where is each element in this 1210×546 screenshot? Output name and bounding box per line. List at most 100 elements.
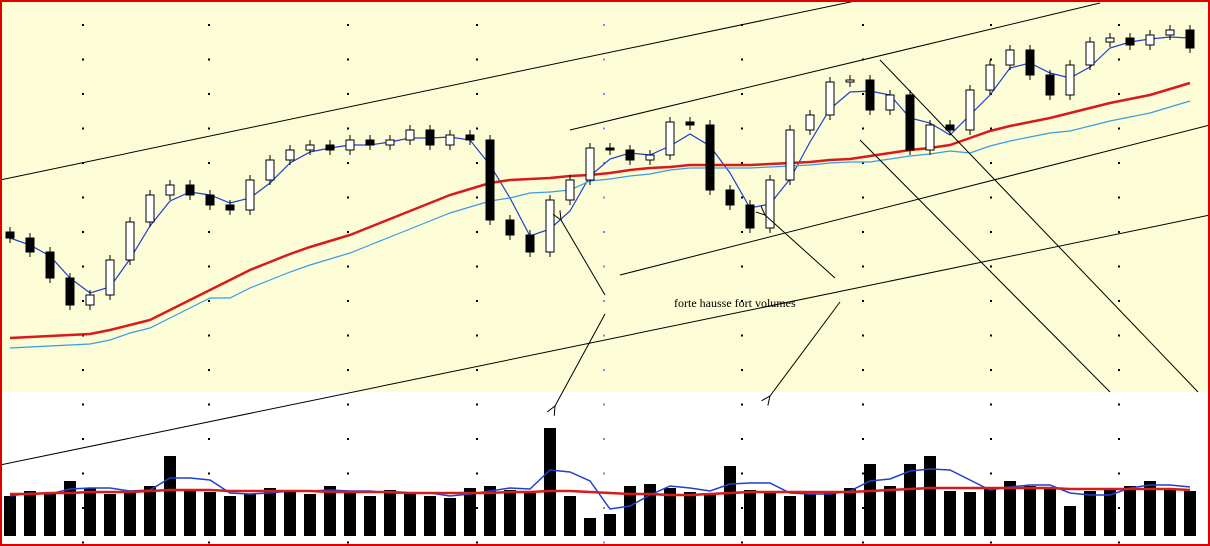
trend-line (859, 139, 1111, 393)
grid-dot (82, 127, 84, 130)
grid-dot (476, 507, 478, 509)
volume-bar (1164, 488, 1176, 536)
candle-body (485, 139, 495, 221)
candle-body (405, 129, 415, 141)
grid-dot (741, 93, 743, 95)
grid-dot (208, 127, 210, 130)
grid-dot (476, 162, 478, 164)
candle-body (585, 147, 595, 181)
volume-bar (444, 498, 456, 536)
grid-dot (476, 403, 478, 406)
grid-dot (1118, 58, 1120, 61)
grid-dot (603, 369, 605, 371)
candle-body (165, 184, 175, 196)
volume-bar (344, 492, 356, 536)
volume-bar (744, 490, 756, 536)
grid-dot (476, 300, 478, 302)
volume-bar (164, 456, 176, 536)
candle-body (1045, 74, 1055, 96)
arrow (561, 220, 606, 296)
volume-bar (364, 496, 376, 536)
grid-dot (862, 265, 864, 268)
candle-body (385, 139, 395, 146)
dot-grid (82, 24, 1120, 544)
grid-dot (208, 58, 210, 61)
volume-bar (604, 514, 616, 536)
grid-dot (476, 541, 478, 544)
grid-dot (603, 127, 605, 130)
candle-body (565, 179, 575, 201)
candle-body (505, 219, 515, 236)
grid-dot (990, 162, 992, 164)
grid-dot (347, 231, 349, 233)
grid-dot (347, 403, 349, 406)
volume-bar (844, 488, 856, 536)
annotation: forte hausse fort volumes (674, 296, 796, 310)
arrow (555, 313, 606, 406)
candle-body (25, 237, 35, 253)
grid-dot (1118, 300, 1120, 302)
grid-dot (476, 58, 478, 61)
grid-dot (862, 369, 864, 371)
candle-body (325, 144, 335, 151)
volume-bar (324, 486, 336, 536)
grid-dot (862, 162, 864, 164)
volume-bar (804, 494, 816, 536)
candle-body (145, 194, 155, 223)
grid-dot (990, 231, 992, 233)
grid-dot (603, 300, 605, 302)
candle-body (1145, 34, 1155, 46)
grid-dot (82, 438, 84, 440)
grid-dot (603, 196, 605, 199)
volume-bar (204, 492, 216, 536)
volume-bar (84, 488, 96, 536)
grid-dot (862, 196, 864, 199)
volume-bar (584, 518, 596, 536)
moving-average (10, 486, 1191, 497)
grid-dot (347, 24, 349, 26)
grid-dot (476, 127, 478, 130)
grid-dot (990, 472, 992, 475)
grid-dot (603, 334, 605, 337)
grid-dot (990, 334, 992, 337)
volume-bar (564, 496, 576, 536)
grid-dot (741, 231, 743, 233)
grid-dot (862, 541, 864, 544)
grid-dot (208, 369, 210, 371)
volume-bar (964, 492, 976, 536)
grid-dot (862, 403, 864, 406)
grid-dot (1118, 403, 1120, 406)
volume-bar (884, 486, 896, 536)
grid-dot (82, 300, 84, 302)
grid-dot (990, 265, 992, 268)
volume-bar (904, 464, 916, 536)
candle-body (925, 124, 935, 151)
candle-body (1185, 29, 1195, 49)
grid-dot (82, 93, 84, 95)
grid-dot (208, 24, 210, 26)
volume-bar (824, 492, 836, 536)
volume-bar (284, 491, 296, 536)
candle-body (105, 259, 115, 296)
volume-bar (24, 491, 36, 536)
volume-bar (124, 491, 136, 536)
grid-dot (741, 58, 743, 61)
grid-dot (82, 265, 84, 268)
grid-dot (347, 472, 349, 475)
grid-dot (82, 231, 84, 233)
grid-dot (990, 541, 992, 544)
grid-dot (208, 162, 210, 164)
candle-body (225, 204, 235, 211)
candle-body (445, 134, 455, 146)
grid-dot (603, 507, 605, 509)
grid-dot (1118, 127, 1120, 130)
grid-dot (862, 127, 864, 130)
grid-dot (1118, 162, 1120, 164)
candle-body (765, 179, 775, 229)
grid-dot (741, 507, 743, 509)
candle-body (785, 129, 795, 181)
grid-dot (208, 334, 210, 337)
candle-body (605, 147, 615, 151)
